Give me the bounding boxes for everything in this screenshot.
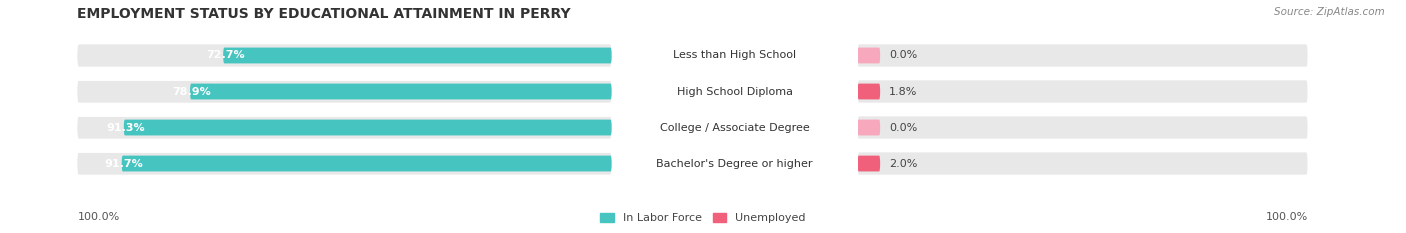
FancyBboxPatch shape <box>77 80 612 103</box>
FancyBboxPatch shape <box>858 156 880 171</box>
FancyBboxPatch shape <box>190 84 612 99</box>
Text: Source: ZipAtlas.com: Source: ZipAtlas.com <box>1274 7 1385 17</box>
FancyBboxPatch shape <box>77 116 612 139</box>
FancyBboxPatch shape <box>858 152 1308 175</box>
Text: 0.0%: 0.0% <box>889 51 917 61</box>
FancyBboxPatch shape <box>124 120 612 135</box>
Text: 91.3%: 91.3% <box>107 123 145 133</box>
FancyBboxPatch shape <box>858 48 880 63</box>
Text: 2.0%: 2.0% <box>889 158 918 168</box>
Text: Less than High School: Less than High School <box>673 51 796 61</box>
FancyBboxPatch shape <box>858 80 1308 103</box>
Text: 78.9%: 78.9% <box>173 86 211 96</box>
Text: College / Associate Degree: College / Associate Degree <box>659 123 810 133</box>
FancyBboxPatch shape <box>858 116 1308 139</box>
FancyBboxPatch shape <box>224 48 612 63</box>
Text: EMPLOYMENT STATUS BY EDUCATIONAL ATTAINMENT IN PERRY: EMPLOYMENT STATUS BY EDUCATIONAL ATTAINM… <box>77 7 571 21</box>
FancyBboxPatch shape <box>858 44 1308 67</box>
FancyBboxPatch shape <box>122 156 612 171</box>
Legend: In Labor Force, Unemployed: In Labor Force, Unemployed <box>596 208 810 227</box>
FancyBboxPatch shape <box>858 120 880 135</box>
Text: 100.0%: 100.0% <box>77 212 120 222</box>
Text: 100.0%: 100.0% <box>1265 212 1308 222</box>
Text: Bachelor's Degree or higher: Bachelor's Degree or higher <box>657 158 813 168</box>
FancyBboxPatch shape <box>77 44 612 67</box>
Text: 0.0%: 0.0% <box>889 123 917 133</box>
Text: 91.7%: 91.7% <box>104 158 143 168</box>
FancyBboxPatch shape <box>77 152 612 175</box>
Text: 72.7%: 72.7% <box>205 51 245 61</box>
Text: 1.8%: 1.8% <box>889 86 918 96</box>
FancyBboxPatch shape <box>858 84 880 99</box>
Text: High School Diploma: High School Diploma <box>676 86 793 96</box>
